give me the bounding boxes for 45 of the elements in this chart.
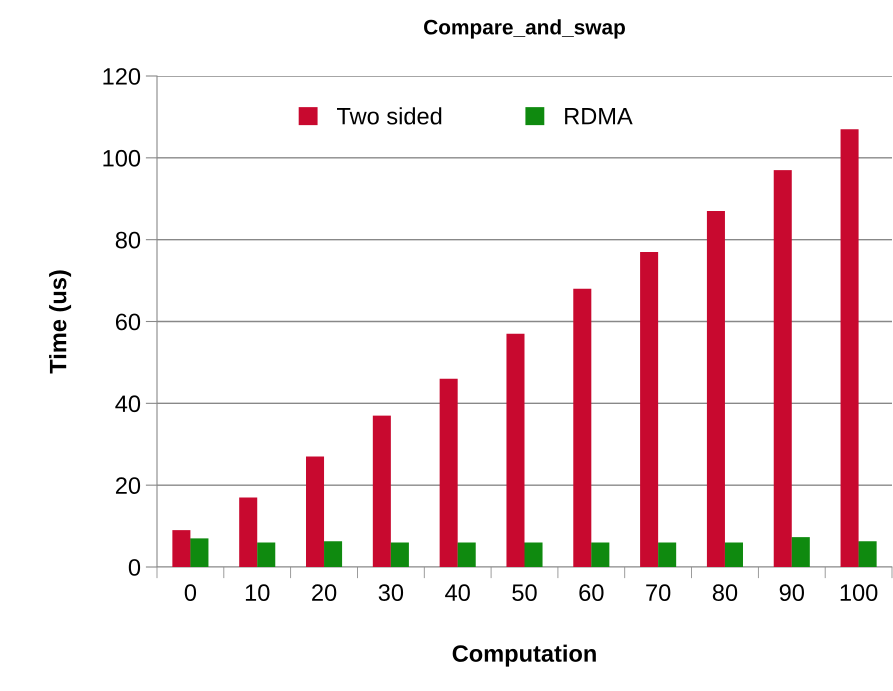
bar: [390, 542, 409, 567]
y-tick-label: 80: [116, 232, 140, 248]
y-tick-label: 120: [103, 68, 140, 85]
y-axis-title: Time (us): [49, 270, 72, 374]
bar: [324, 541, 342, 567]
bar: [840, 129, 859, 567]
bar: [724, 542, 743, 567]
x-tick-label: 60: [579, 584, 604, 602]
x-tick-label: 80: [712, 584, 738, 602]
bar: [573, 288, 592, 567]
bar: [706, 211, 725, 567]
bar: [506, 334, 524, 567]
bar: [458, 542, 476, 567]
bar: [591, 542, 610, 567]
bar: [792, 537, 810, 567]
x-tick-label: 20: [312, 584, 336, 602]
bar: [658, 542, 676, 567]
chart-title: Compare_and_swap: [424, 19, 625, 39]
y-tick-label: 0: [128, 559, 140, 576]
bar: [172, 530, 190, 567]
y-tick-label: 100: [103, 150, 140, 167]
bar: [239, 497, 258, 567]
bar: [774, 170, 792, 567]
y-tick-label: 20: [116, 477, 140, 494]
legend-label: RDMA: [565, 108, 633, 124]
x-tick-label: 0: [184, 584, 196, 602]
x-tick-label: 100: [840, 584, 878, 602]
bar: [858, 541, 877, 567]
bar: [306, 456, 324, 567]
x-tick-label: 30: [378, 584, 404, 602]
bar: [440, 378, 458, 567]
x-tick-label: 70: [646, 584, 670, 602]
y-tick-label: 40: [115, 395, 140, 412]
x-tick-label: 90: [780, 584, 804, 602]
x-axis-title: Computation: [452, 644, 596, 667]
y-tick-label: 60: [116, 314, 140, 330]
x-tick-label: 50: [512, 584, 537, 602]
bar: [257, 542, 276, 567]
bar: [190, 538, 208, 567]
bar: [524, 542, 543, 567]
legend-label: Two sided: [337, 107, 442, 125]
bar: [372, 416, 391, 567]
x-tick-label: 40: [445, 584, 470, 602]
bar: [640, 252, 658, 567]
x-tick-label: 10: [246, 584, 270, 602]
